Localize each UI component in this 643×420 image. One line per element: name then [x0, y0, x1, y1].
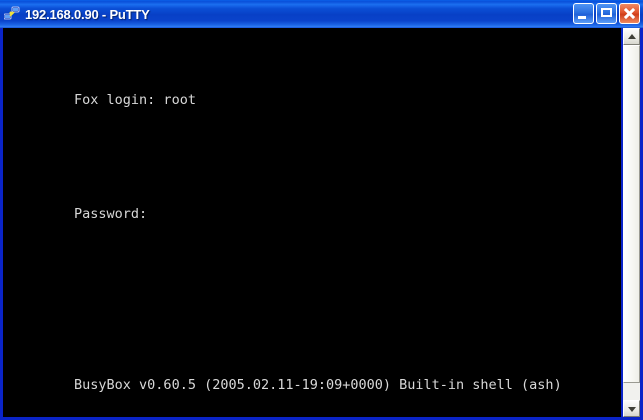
terminal-line-password: Password:	[9, 186, 621, 222]
terminal-line-login: Fox login: root	[9, 72, 621, 108]
scroll-up-button[interactable]	[623, 28, 640, 45]
terminal-scrollbar[interactable]	[623, 28, 640, 417]
terminal-line-banner1: BusyBox v0.60.5 (2005.02.11-19:09+0000) …	[9, 357, 621, 393]
chevron-down-icon	[627, 406, 636, 412]
window-title: 192.168.0.90 - PuTTY	[25, 6, 150, 22]
window-bottom-border	[3, 417, 640, 420]
busybox-banner: BusyBox v0.60.5 (2005.02.11-19:09+0000) …	[74, 377, 562, 393]
login-prompt-text: Fox login: root	[74, 92, 196, 108]
password-prompt-text: Password:	[74, 206, 148, 222]
title-bar[interactable]: 192.168.0.90 - PuTTY	[0, 0, 643, 28]
scroll-down-button[interactable]	[623, 400, 640, 417]
terminal-line-blank2	[9, 243, 621, 262]
close-button[interactable]	[619, 3, 640, 24]
terminal-line-blank3	[9, 300, 621, 319]
chevron-up-icon	[627, 33, 636, 39]
maximize-button[interactable]	[596, 3, 617, 24]
scrollbar-thumb[interactable]	[623, 45, 640, 383]
putty-network-icon	[3, 6, 20, 22]
terminal-screen: Fox login: root Password: BusyBox v0.60.…	[9, 34, 621, 417]
minimize-button[interactable]	[573, 3, 594, 24]
window-controls	[573, 3, 640, 24]
terminal-area[interactable]: Fox login: root Password: BusyBox v0.60.…	[3, 28, 621, 417]
terminal-line-blank1	[9, 129, 621, 148]
